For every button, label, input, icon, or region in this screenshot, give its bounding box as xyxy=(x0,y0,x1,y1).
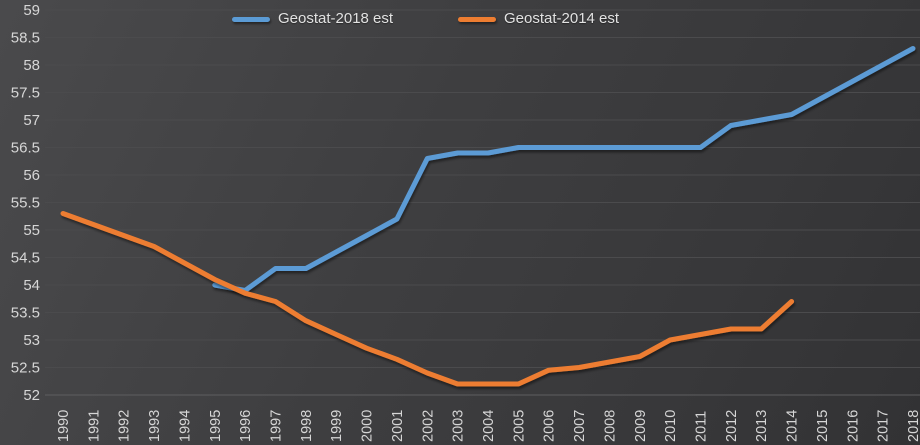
y-axis-tick-label: 56 xyxy=(23,167,40,184)
x-axis-tick-label: 2014 xyxy=(785,410,801,442)
x-axis-tick-label: 2003 xyxy=(451,410,467,442)
x-axis-tick-label: 1994 xyxy=(177,410,193,442)
y-axis-tick-label: 54.5 xyxy=(11,250,40,267)
x-axis-tick-label: 2015 xyxy=(815,410,831,442)
x-axis-tick-label: 1998 xyxy=(299,410,315,442)
x-axis-tick-label: 2000 xyxy=(360,410,376,442)
x-axis-tick-label: 1990 xyxy=(56,410,72,442)
x-axis-tick-label: 2005 xyxy=(511,410,527,442)
x-axis-tick-label: 2009 xyxy=(633,410,649,442)
y-axis-tick-label: 57.5 xyxy=(11,85,40,102)
x-axis-tick-label: 1997 xyxy=(269,410,285,442)
x-axis-tick-label: 2006 xyxy=(542,410,558,442)
legend-item-geostat-2014-est: Geostat-2014 est xyxy=(458,10,619,28)
x-axis-tick-label: 1992 xyxy=(117,410,133,442)
x-axis-tick-label: 1993 xyxy=(147,410,163,442)
x-axis-tick-label: 2012 xyxy=(724,410,740,442)
x-axis-tick-label: 2010 xyxy=(663,410,679,442)
x-axis-tick-label: 2001 xyxy=(390,410,406,442)
x-axis-tick-label: 2004 xyxy=(481,410,497,442)
x-axis-tick-label: 2017 xyxy=(876,410,892,442)
x-axis-tick-label: 2011 xyxy=(694,411,710,442)
x-axis-tick-label: 1991 xyxy=(86,410,102,442)
x-axis-tick-label: 2007 xyxy=(572,410,588,442)
x-axis-tick-label: 2008 xyxy=(602,410,618,442)
series-line-geostat-2018-est xyxy=(212,46,916,293)
legend-label: Geostat-2014 est xyxy=(504,10,620,27)
y-axis-tick-label: 55.5 xyxy=(11,195,40,212)
y-axis-tick-label: 54 xyxy=(23,277,40,294)
y-axis-tick-label: 57 xyxy=(23,112,40,129)
x-axis-tick-label: 1996 xyxy=(238,410,254,442)
x-axis-tick-label: 1999 xyxy=(329,410,345,442)
y-axis-tick-label: 53.5 xyxy=(11,305,40,322)
y-axis-tick-label: 58.5 xyxy=(11,30,40,47)
x-axis-tick-label: 1995 xyxy=(208,410,224,442)
x-axis-tick-label: 2016 xyxy=(845,410,861,442)
legend-line-marker-icon xyxy=(232,16,270,22)
series-line-geostat-2014-est xyxy=(60,211,795,387)
y-axis-tick-label: 53 xyxy=(23,332,40,349)
chart-legend: Geostat-2018 est Geostat-2014 est xyxy=(0,0,920,30)
legend-item-geostat-2018-est: Geostat-2018 est xyxy=(232,10,393,28)
y-axis-tick-label: 58 xyxy=(23,57,40,74)
y-axis-tick-label: 59 xyxy=(23,2,40,19)
x-axis-tick-label: 2013 xyxy=(754,410,770,442)
x-axis-tick-label: 2018 xyxy=(906,410,920,442)
y-axis-tick-label: 52 xyxy=(23,387,40,404)
y-axis-tick-label: 52.5 xyxy=(11,360,40,377)
y-axis-tick-label: 56.5 xyxy=(11,140,40,157)
y-axis-tick-label: 55 xyxy=(23,222,40,239)
legend-label: Geostat-2018 est xyxy=(278,10,394,27)
legend-line-marker-icon xyxy=(458,16,496,22)
x-axis-tick-label: 2002 xyxy=(420,410,436,442)
